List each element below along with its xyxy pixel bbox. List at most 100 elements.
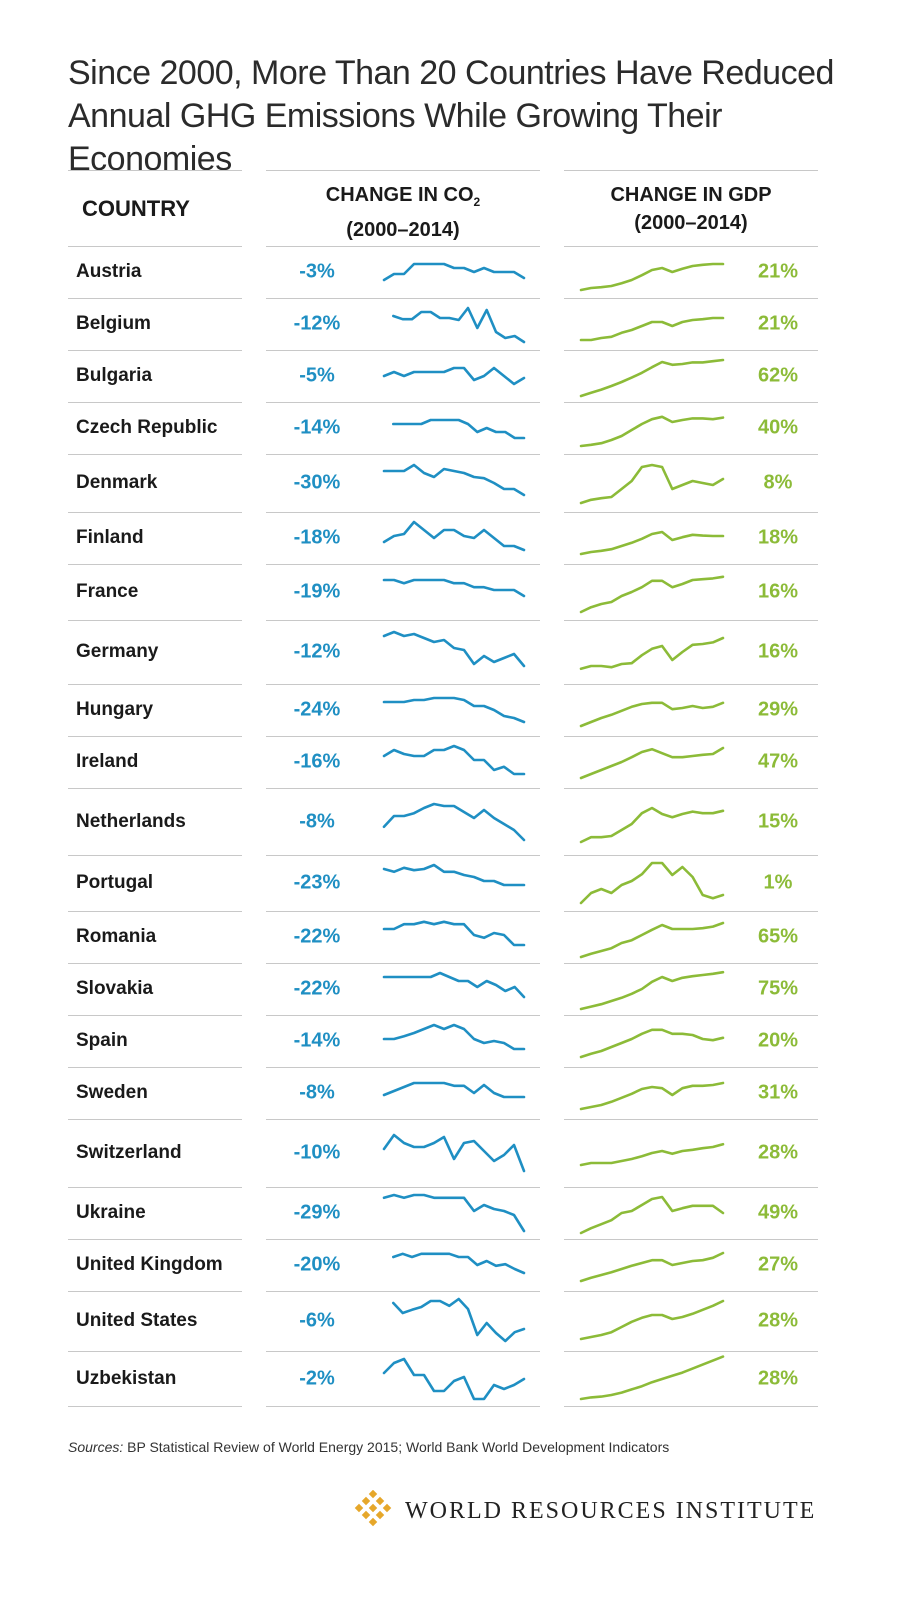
row-rule [68, 911, 242, 912]
row-rule [68, 246, 242, 247]
gdp-change-value: 29% [757, 698, 799, 721]
gdp-change-value: 15% [757, 810, 799, 832]
co2-sparkline [392, 306, 526, 344]
wri-logo: WORLD RESOURCES INSTITUTE [353, 1490, 833, 1534]
row-rule [564, 1015, 818, 1016]
row-rule [68, 1291, 242, 1292]
co2-header-line1: CHANGE IN CO2 [266, 181, 540, 216]
co2-change-value: -22% [293, 925, 341, 948]
gdp-change-value: 28% [757, 1141, 799, 1164]
gdp-change-value: 18% [757, 526, 799, 549]
row-rule [564, 1406, 818, 1407]
row-rule [68, 1351, 242, 1352]
gdp-sparkline-line [579, 1251, 725, 1283]
row-rule [266, 788, 540, 789]
country-name: Sweden [76, 1082, 148, 1103]
row-rule [266, 350, 540, 351]
gdp-sparkline [579, 1299, 725, 1341]
co2-change-value: -6% [299, 1309, 335, 1332]
co2-change-value: -14% [293, 416, 341, 439]
co2-header-years: (2000–2014) [346, 219, 460, 241]
country-name: Romania [76, 926, 157, 947]
row-rule [564, 402, 818, 403]
country-name: Portugal [76, 872, 154, 893]
co2-sparkline [382, 1133, 526, 1173]
co2-change-value: -12% [293, 312, 341, 335]
gdp-change-value: 27% [757, 1253, 799, 1276]
row-rule [266, 1067, 540, 1068]
co2-sparkline [392, 1297, 526, 1343]
row-rule [266, 512, 540, 513]
gdp-sparkline-line [579, 1028, 725, 1059]
gdp-sparkline-line [579, 358, 725, 398]
gdp-sparkline [579, 746, 725, 780]
co2-sparkline-line [392, 1252, 526, 1275]
gdp-sparkline [579, 921, 725, 959]
gdp-change-value: 65% [757, 925, 799, 948]
co2-column-header: CHANGE IN CO2 (2000–2014) [266, 181, 540, 244]
co2-col-top-rule [266, 170, 540, 171]
co2-sparkline-line [382, 1357, 526, 1400]
co2-header-text: CHANGE IN CO [325, 184, 474, 206]
co2-sparkline [382, 463, 526, 497]
row-rule [564, 298, 818, 299]
row-rule [564, 1119, 818, 1120]
gdp-sparkline [579, 1354, 725, 1400]
row-rule [68, 298, 242, 299]
co2-sparkline [382, 366, 526, 386]
row-rule [564, 454, 818, 455]
row-rule [564, 350, 818, 351]
gdp-sparkline-line [579, 1081, 725, 1111]
row-rule [266, 1351, 540, 1352]
row-rule [266, 564, 540, 565]
country-name: Austria [76, 261, 142, 282]
country-col-top-rule [68, 170, 242, 171]
country-name: Belgium [76, 313, 151, 334]
country-name: Netherlands [76, 810, 186, 832]
title-line-2: Annual GHG Emissions While Growing Their… [68, 97, 722, 178]
row-rule [266, 684, 540, 685]
row-rule [564, 1239, 818, 1240]
co2-sparkline [382, 920, 526, 947]
gdp-change-value: 1% [763, 871, 793, 894]
row-rule [266, 298, 540, 299]
gdp-change-value: 31% [757, 1081, 799, 1104]
row-rule [266, 1015, 540, 1016]
row-rule [564, 684, 818, 685]
country-name: Finland [76, 527, 144, 548]
row-rule [564, 564, 818, 565]
row-rule [266, 1291, 540, 1292]
gdp-change-value: 47% [757, 750, 799, 773]
gdp-sparkline [579, 1195, 725, 1235]
country-name: Switzerland [76, 1142, 182, 1163]
co2-sparkline-line [382, 863, 526, 887]
gdp-change-value: 28% [757, 1309, 799, 1332]
row-rule [68, 620, 242, 621]
sources-text: BP Statistical Review of World Energy 20… [123, 1439, 670, 1455]
row-rule [68, 1067, 242, 1068]
country-name: Czech Republic [76, 417, 218, 438]
gdp-sparkline-line [579, 970, 725, 1011]
country-name: France [76, 581, 139, 602]
row-rule [266, 246, 540, 247]
row-rule [564, 1187, 818, 1188]
co2-change-value: -19% [293, 580, 341, 603]
co2-sparkline-line [382, 802, 526, 841]
wri-logo-text: WORLD RESOURCES INSTITUTE [405, 1498, 817, 1524]
row-rule [564, 788, 818, 789]
co2-change-value: -5% [299, 364, 335, 387]
gdp-change-value: 20% [757, 1029, 799, 1052]
gdp-sparkline [579, 1081, 725, 1111]
co2-sparkline [382, 520, 526, 552]
country-name: Ukraine [76, 1202, 146, 1223]
co2-change-value: -8% [299, 810, 335, 832]
co2-sparkline [382, 578, 526, 598]
gdp-sparkline [579, 463, 725, 505]
row-rule [266, 402, 540, 403]
co2-sparkline [382, 630, 526, 668]
gdp-sparkline [579, 262, 725, 292]
co2-sparkline-line [382, 1081, 526, 1099]
country-name: Hungary [76, 699, 154, 720]
country-name: Spain [76, 1030, 128, 1051]
co2-sparkline [382, 262, 526, 282]
